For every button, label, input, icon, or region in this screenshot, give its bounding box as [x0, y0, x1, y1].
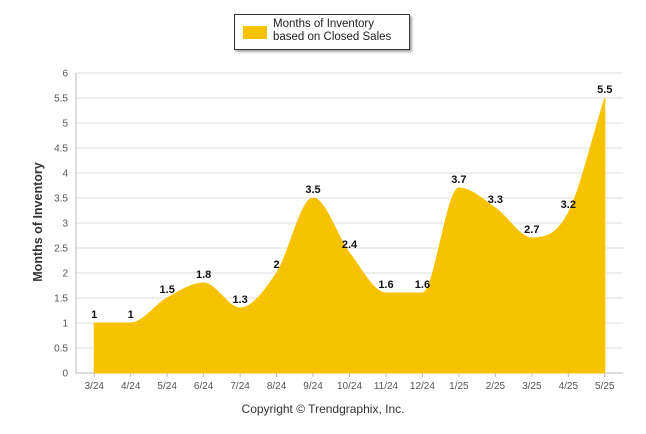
legend-swatch — [243, 26, 267, 39]
legend-entry: Months of Inventory based on Closed Sale… — [273, 18, 392, 43]
data-label: 1.8 — [196, 269, 211, 281]
y-tick-label: 6 — [62, 69, 68, 80]
data-label: 1 — [128, 309, 134, 321]
area-series — [93, 97, 606, 374]
x-tick-label: 4/24 — [121, 381, 141, 392]
x-tick-label: 10/24 — [337, 381, 362, 392]
x-tick-label: 5/24 — [157, 381, 177, 392]
data-label: 3.5 — [305, 184, 320, 196]
x-tick-label: 3/25 — [522, 381, 542, 392]
y-tick-label: 1 — [62, 319, 68, 330]
x-tick-label: 7/24 — [230, 381, 250, 392]
x-tick-label: 9/24 — [303, 381, 323, 392]
y-tick-label: 0.5 — [54, 344, 68, 355]
data-label: 3.2 — [561, 199, 576, 211]
data-label: 1.6 — [378, 279, 393, 291]
data-label: 3.7 — [451, 174, 466, 186]
copyright-footer: Copyright © Trendgraphix, Inc. — [241, 402, 405, 416]
y-tick-label: 5.5 — [54, 94, 68, 105]
y-tick-label: 4 — [62, 169, 68, 180]
y-tick-label: 2 — [62, 269, 68, 280]
y-axis-title: Months of Inventory — [31, 162, 45, 282]
x-tick-label: 11/24 — [374, 381, 399, 392]
data-label: 1 — [91, 309, 97, 321]
area-fill — [93, 97, 606, 374]
x-tick-label: 5/25 — [595, 381, 615, 392]
x-tick-label: 1/25 — [449, 381, 469, 392]
legend[interactable]: Months of Inventory based on Closed Sale… — [234, 14, 410, 50]
x-tick-label: 3/24 — [84, 381, 104, 392]
y-tick-label: 2.5 — [54, 244, 68, 255]
y-tick-label: 0 — [62, 369, 68, 380]
data-label: 2.4 — [342, 239, 358, 251]
x-tick-label: 12/24 — [410, 381, 435, 392]
x-tick-label: 8/24 — [267, 381, 287, 392]
y-tick-label: 3.5 — [54, 194, 68, 205]
x-tick-label: 6/24 — [194, 381, 214, 392]
data-label: 1.5 — [160, 284, 175, 296]
data-label: 5.5 — [597, 84, 612, 96]
data-label: 1.6 — [415, 279, 430, 291]
data-labels: 1 1 1.5 1.8 1.3 2 3.5 2.4 1.6 1.6 3.7 3.3 2.7 3.2 5.5 — [91, 84, 612, 321]
x-tick-label: 2/25 — [486, 381, 506, 392]
y-tick-label: 4.5 — [54, 144, 68, 155]
data-label: 3.3 — [488, 194, 503, 206]
x-tick-label: 4/25 — [559, 381, 579, 392]
y-axis-ticks: 0 0.5 1 1.5 2 2.5 3 3.5 4 4.5 5 5.5 6 — [54, 69, 68, 380]
data-label: 2.7 — [524, 224, 539, 236]
y-tick-label: 5 — [62, 119, 68, 130]
x-axis-ticks: 3/24 4/24 5/24 6/24 7/24 8/24 9/24 10/24 11/24 12… — [84, 373, 615, 392]
y-tick-label: 1.5 — [54, 294, 68, 305]
data-label: 2 — [274, 259, 280, 271]
data-label: 1.3 — [232, 294, 247, 306]
y-tick-label: 3 — [62, 219, 68, 230]
